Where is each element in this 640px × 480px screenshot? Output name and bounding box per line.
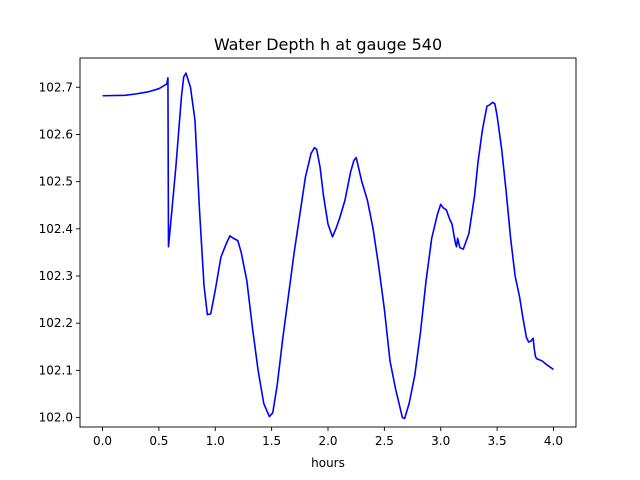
axis-ticks: 0.0 0.5 1.0 1.5 2.0 2.5 3.0 3.5 4.0 102.0 102.1 102… bbox=[39, 80, 563, 448]
plot-area bbox=[79, 57, 577, 428]
x-tick-label: 3.0 bbox=[431, 434, 450, 448]
y-tick-label: 102.6 bbox=[39, 127, 73, 141]
y-tick-label: 102.0 bbox=[39, 411, 73, 425]
x-tick-label: 0.0 bbox=[93, 434, 112, 448]
x-tick-label: 4.0 bbox=[544, 434, 563, 448]
plot-frame bbox=[79, 57, 577, 428]
y-tick-label: 102.4 bbox=[39, 222, 73, 236]
y-tick-label: 102.3 bbox=[39, 269, 73, 283]
x-axis-label: hours bbox=[311, 456, 345, 470]
x-tick-label: 0.5 bbox=[149, 434, 168, 448]
y-tick-label: 102.7 bbox=[39, 80, 73, 94]
y-tick-label: 102.5 bbox=[39, 175, 73, 189]
y-tick-label: 102.2 bbox=[39, 316, 73, 330]
chart-title: Water Depth h at gauge 540 bbox=[214, 35, 442, 54]
x-tick-label: 2.0 bbox=[318, 434, 337, 448]
x-tick-label: 1.0 bbox=[206, 434, 225, 448]
y-tick-label: 102.1 bbox=[39, 363, 73, 377]
x-tick-label: 2.5 bbox=[375, 434, 394, 448]
x-tick-label: 1.5 bbox=[262, 434, 281, 448]
series-line-0 bbox=[102, 72, 554, 420]
x-tick-label: 3.5 bbox=[488, 434, 507, 448]
